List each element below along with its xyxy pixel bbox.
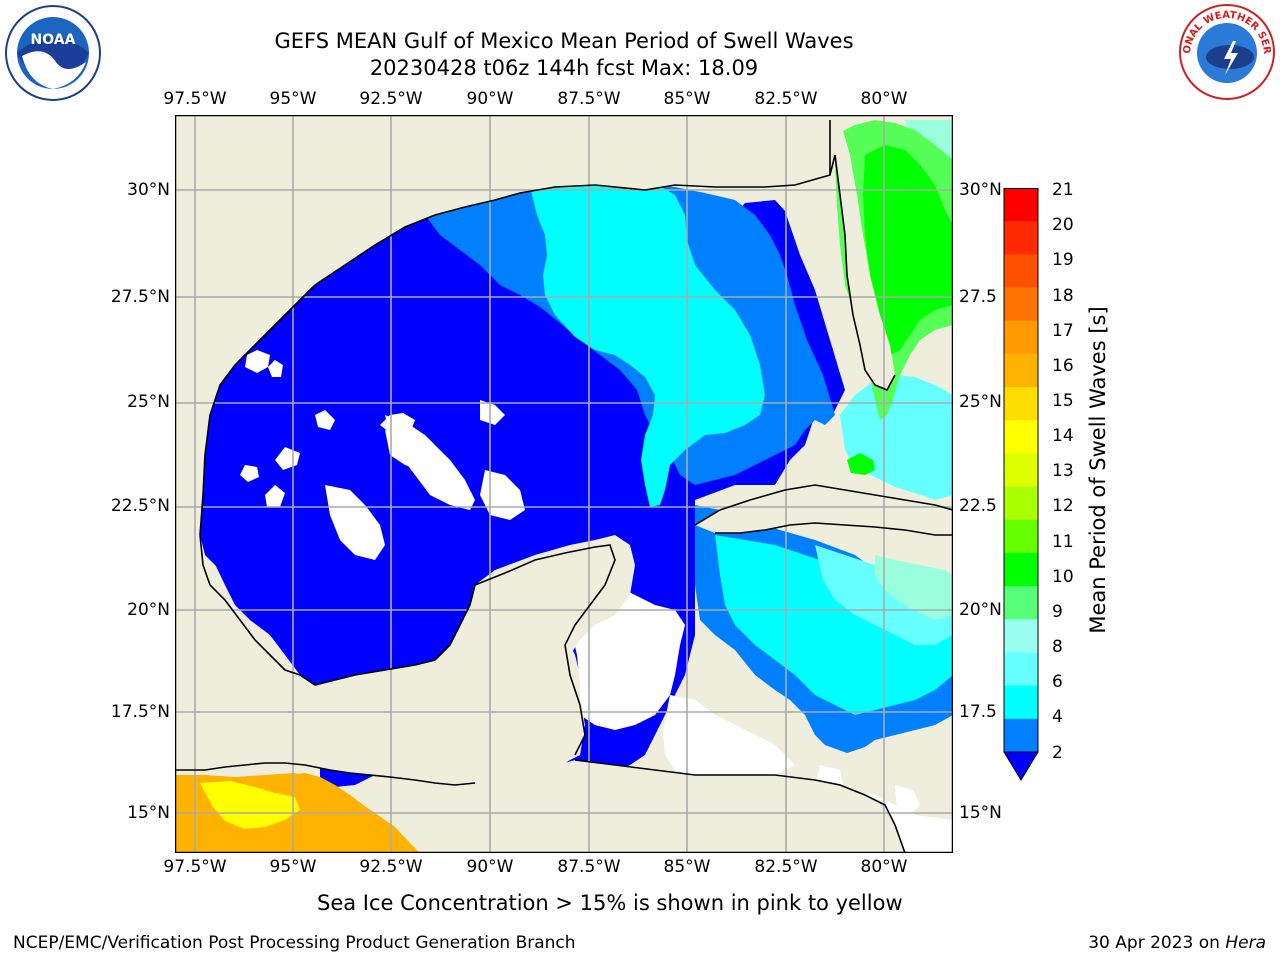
colorbar-swatch — [1004, 320, 1038, 355]
footer-branch: NCEP/EMC/Verification Post Processing Pr… — [13, 933, 576, 953]
lat-label-left: 17.5°N — [110, 702, 170, 722]
lat-label-left: 27.5°N — [110, 287, 170, 307]
lon-label-bottom: 90°W — [466, 857, 514, 877]
lon-label-top: 82.5°W — [754, 89, 818, 109]
colorbar-swatch — [1004, 552, 1038, 587]
lat-label-right: 20°N — [959, 600, 1002, 620]
lon-label-bottom: 80°W — [860, 857, 908, 877]
colorbar — [1000, 188, 1042, 782]
lat-label-right: 17.5 — [959, 702, 997, 722]
colorbar-tick: 17 — [1052, 321, 1074, 341]
colorbar-swatch — [1004, 188, 1038, 222]
colorbar-tick: 6 — [1052, 672, 1063, 692]
nws-logo: NATIONAL WEATHER SERVICE — [1174, 0, 1276, 101]
lon-label-bottom: 87.5°W — [557, 857, 621, 877]
colorbar-tick: 18 — [1052, 286, 1074, 306]
lat-label-right: 22.5 — [959, 496, 997, 516]
colorbar-swatch — [1004, 254, 1038, 289]
colorbar-label: Mean Period of Swell Waves [s] — [1086, 306, 1110, 634]
lon-label-top: 90°W — [466, 89, 514, 109]
colorbar-swatch — [1004, 387, 1038, 421]
gulf-of-mexico-map — [174, 114, 954, 854]
noaa-logo: NOAA — [4, 4, 102, 102]
lon-label-top: 80°W — [860, 89, 908, 109]
colorbar-tick: 15 — [1052, 391, 1074, 411]
footer-date: 30 Apr 2023 on Hera — [1088, 933, 1266, 953]
colorbar-tick: 16 — [1052, 356, 1074, 376]
colorbar-swatch — [1004, 685, 1038, 720]
colorbar-tick: 9 — [1052, 602, 1063, 622]
colorbar-tick: 2 — [1052, 743, 1063, 763]
colorbar-tick: 12 — [1052, 496, 1074, 516]
lon-label-bottom: 95°W — [269, 857, 317, 877]
colorbar-tick: 10 — [1052, 567, 1074, 587]
lon-label-top: 87.5°W — [557, 89, 621, 109]
lon-label-bottom: 97.5°W — [163, 857, 227, 877]
colorbar-tick: 11 — [1052, 532, 1074, 552]
footer-date-text: 30 Apr 2023 on — [1088, 933, 1220, 953]
lon-label-bottom: 82.5°W — [754, 857, 818, 877]
colorbar-swatch — [1004, 619, 1038, 653]
colorbar-swatch — [1004, 718, 1038, 753]
lon-label-bottom: 85°W — [663, 857, 711, 877]
lat-label-left: 15°N — [127, 803, 170, 823]
lon-label-bottom: 92.5°W — [359, 857, 423, 877]
sea-ice-note: Sea Ice Concentration > 15% is shown in … — [317, 891, 903, 915]
colorbar-tick: 20 — [1052, 215, 1074, 235]
colorbar-swatch — [1004, 353, 1038, 388]
colorbar-tick: 14 — [1052, 426, 1074, 446]
colorbar-tick: 4 — [1052, 707, 1063, 727]
map-subtitle: 20230428 t06z 144h fcst Max: 18.09 — [369, 56, 759, 80]
colorbar-swatch — [1004, 420, 1038, 454]
lat-label-left: 22.5°N — [110, 496, 170, 516]
florida-land — [830, 120, 895, 390]
lon-label-top: 92.5°W — [359, 89, 423, 109]
colorbar-tick: 21 — [1052, 180, 1074, 200]
footer-host: Hera — [1225, 933, 1266, 953]
lon-label-top: 85°W — [663, 89, 711, 109]
colorbar-swatch — [1004, 486, 1038, 521]
lat-lon-grid — [175, 115, 953, 853]
colorbar-tick: 13 — [1052, 461, 1074, 481]
map-frame — [174, 114, 954, 854]
colorbar-swatch — [1004, 453, 1038, 488]
map-panel — [174, 114, 954, 854]
colorbar-tick: 8 — [1052, 637, 1063, 657]
lat-label-left: 30°N — [127, 180, 170, 200]
lon-label-top: 97.5°W — [163, 89, 227, 109]
swell-8-9s — [815, 375, 953, 645]
colorbar-swatch — [1004, 287, 1038, 322]
colorbar-extend-arrow — [1000, 751, 1042, 782]
colorbar-swatch — [1004, 586, 1038, 620]
pacific-swell-south-yellow — [200, 781, 300, 829]
lat-label-left: 25°N — [127, 392, 170, 412]
lat-label-right: 25°N — [959, 392, 1002, 412]
swell-12-13s — [847, 145, 953, 475]
colorbar-tick: 19 — [1052, 250, 1074, 270]
lat-label-right: 15°N — [959, 803, 1002, 823]
lat-label-right: 27.5 — [959, 287, 997, 307]
lat-label-right: 30°N — [959, 180, 1002, 200]
colorbar-swatch — [1004, 221, 1038, 255]
colorbar-swatches — [1003, 188, 1039, 753]
lon-label-top: 95°W — [269, 89, 317, 109]
coastline — [175, 120, 953, 853]
lat-label-left: 20°N — [127, 600, 170, 620]
colorbar-swatch — [1004, 519, 1038, 554]
svg-text:NOAA: NOAA — [31, 32, 76, 48]
yucatan-land — [465, 545, 615, 775]
map-title: GEFS MEAN Gulf of Mexico Mean Period of … — [274, 29, 854, 53]
colorbar-swatch — [1004, 652, 1038, 687]
